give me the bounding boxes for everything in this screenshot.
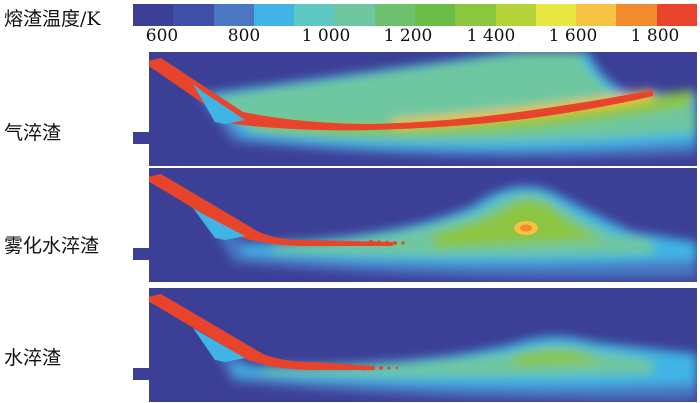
colorbar-swatch xyxy=(616,4,657,26)
colorbar-swatch xyxy=(414,4,456,26)
colorbar-swatch xyxy=(576,4,617,26)
panel-label-atomized-water-quench: 雾化水淬渣 xyxy=(4,235,100,257)
colorbar-swatch xyxy=(133,4,174,26)
colorbar-swatch xyxy=(374,4,415,26)
legend-title: 熔渣温度/K xyxy=(4,8,101,30)
colorbar-tick-label: 1 600 xyxy=(548,26,598,46)
colorbar-swatch xyxy=(334,4,375,26)
colorbar-swatch xyxy=(253,4,295,26)
temperature-colorbar xyxy=(133,4,697,26)
colorbar-tick-label: 1 200 xyxy=(383,26,433,46)
water-quench-temperature-field xyxy=(133,288,697,402)
colorbar-swatch xyxy=(455,4,496,26)
panel-label-water-quench: 水淬渣 xyxy=(4,347,62,369)
atomized-water-quench-temperature-field xyxy=(133,168,697,282)
colorbar-swatch xyxy=(294,4,335,26)
colorbar-tick-label: 600 xyxy=(145,26,179,46)
colorbar-tick-label: 1 800 xyxy=(630,26,680,46)
panel-label-gas-quench: 气淬渣 xyxy=(4,122,62,144)
colorbar-swatch xyxy=(535,4,577,26)
colorbar-swatch xyxy=(213,4,254,26)
colorbar-swatch xyxy=(656,4,697,26)
colorbar-swatch xyxy=(173,4,214,26)
colorbar-tick-label: 1 000 xyxy=(301,26,351,46)
gas-quench-temperature-field xyxy=(133,52,697,166)
colorbar-ticks: 600 800 1 000 1 200 1 400 1 600 1 800 xyxy=(0,26,700,48)
colorbar-tick-label: 1 400 xyxy=(466,26,516,46)
colorbar-swatch xyxy=(495,4,536,26)
colorbar-tick-label: 800 xyxy=(227,26,261,46)
